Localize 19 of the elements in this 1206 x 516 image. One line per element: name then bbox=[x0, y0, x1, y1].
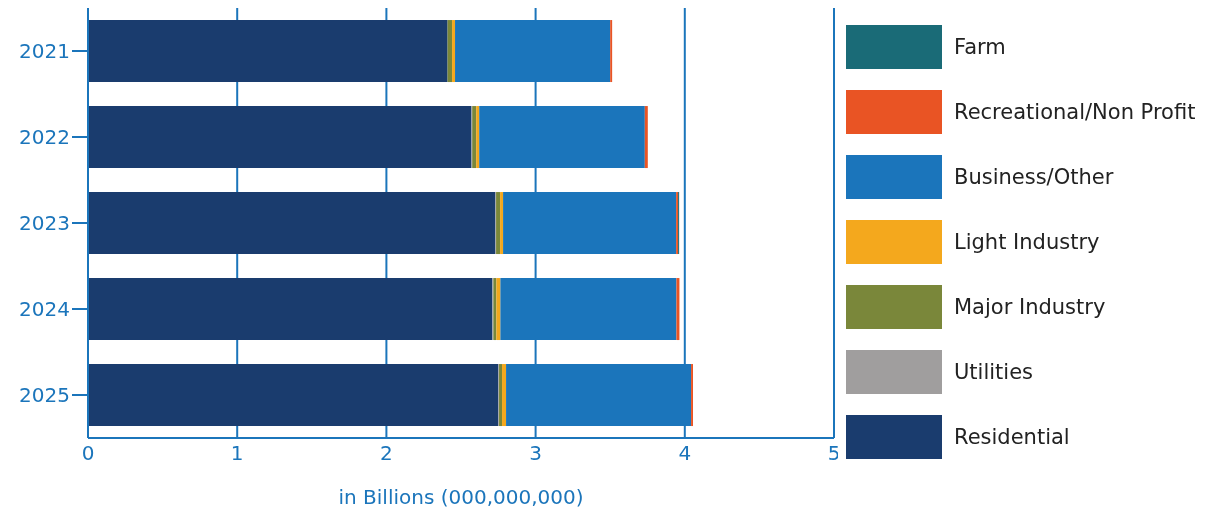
y-tick-label: 2024 bbox=[19, 297, 70, 322]
x-tick-label: 1 bbox=[230, 441, 244, 466]
legend-label: Business/Other bbox=[954, 164, 1114, 189]
x-tick-label: 4 bbox=[678, 441, 692, 466]
legend-label: Residential bbox=[954, 424, 1070, 449]
y-tick-label: 2022 bbox=[19, 125, 70, 150]
x-tick-label: 2 bbox=[380, 441, 393, 466]
y-tick-label: 2025 bbox=[19, 383, 70, 408]
legend-label: Light Industry bbox=[954, 229, 1100, 254]
x-axis-title: in Billions (000,000,000) bbox=[338, 485, 584, 509]
x-tick-label: 3 bbox=[529, 441, 542, 466]
legend-label: Farm bbox=[954, 34, 1006, 59]
x-tick-label: 5 bbox=[827, 441, 841, 466]
y-tick-label: 2021 bbox=[19, 39, 70, 64]
legend-label: Recreational/Non Profit bbox=[954, 99, 1196, 124]
legend-label: Utilities bbox=[954, 359, 1034, 384]
legend-label: Major Industry bbox=[954, 294, 1106, 319]
y-tick-label: 2023 bbox=[19, 211, 70, 236]
x-tick-label: 0 bbox=[81, 441, 95, 466]
